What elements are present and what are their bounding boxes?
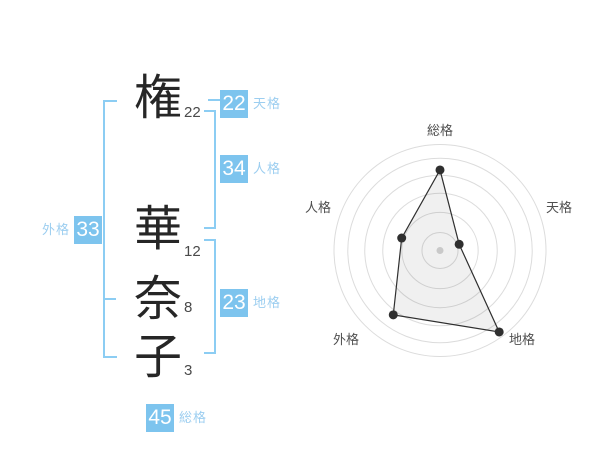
stroke-count-4: 3 bbox=[184, 362, 193, 379]
name-char-1: 権 bbox=[133, 72, 182, 125]
jinkaku-bracket-line bbox=[214, 110, 216, 229]
radar-axis-label-外格: 外格 bbox=[333, 332, 359, 347]
stroke-count-2: 12 bbox=[184, 243, 201, 260]
stroke-count-1: 22 bbox=[184, 104, 201, 121]
radar-data-point-総格 bbox=[435, 165, 445, 175]
gaikaku-bracket-tick-bottom bbox=[103, 356, 117, 358]
gaikaku-bracket-tick-middle bbox=[103, 298, 116, 300]
radar-grid-ring-5 bbox=[347, 157, 533, 344]
chikaku-bracket-tick-bottom bbox=[204, 352, 216, 354]
radar-axis-label-人格: 人格 bbox=[305, 200, 331, 215]
tenkaku-label: 天格 bbox=[253, 96, 282, 111]
radar-axis-label-総格: 総格 bbox=[427, 123, 453, 138]
radar-grid-ring-3 bbox=[382, 192, 498, 309]
radar-grid-ring-2 bbox=[401, 211, 479, 290]
jinkaku-bracket-tick-top bbox=[204, 110, 216, 112]
tenkaku-connector-line bbox=[208, 99, 220, 101]
jinkaku-value-badge: 34 bbox=[220, 155, 248, 183]
radar-data-point-天格 bbox=[454, 239, 464, 249]
radar-data-point-地格 bbox=[494, 327, 504, 337]
radar-center-dot bbox=[436, 247, 444, 254]
jinkaku-bracket-tick-bottom bbox=[204, 227, 216, 229]
name-char-4: 子 bbox=[133, 331, 182, 384]
soukaku-value-badge: 45 bbox=[146, 404, 174, 432]
radar-data-point-外格 bbox=[388, 310, 398, 320]
chikaku-bracket-tick-top bbox=[204, 239, 216, 241]
gaikaku-label: 外格 bbox=[41, 222, 70, 237]
chikaku-label: 地格 bbox=[253, 295, 282, 310]
radar-axis-label-天格: 天格 bbox=[546, 200, 572, 215]
radar-grid-ring-1 bbox=[421, 231, 459, 270]
name-char-2: 華 bbox=[133, 203, 182, 256]
chikaku-bracket-line bbox=[214, 239, 216, 354]
soukaku-label: 総格 bbox=[179, 410, 208, 425]
stroke-count-3: 8 bbox=[184, 299, 193, 316]
gaikaku-bracket-tick-top bbox=[103, 100, 117, 102]
radar-data-point-人格 bbox=[397, 233, 407, 243]
name-char-3: 奈 bbox=[133, 273, 182, 326]
gaikaku-bracket-line bbox=[103, 100, 105, 358]
jinkaku-label: 人格 bbox=[253, 161, 282, 176]
tenkaku-value-badge: 22 bbox=[220, 90, 248, 118]
radar-grid-ring-6 bbox=[333, 144, 547, 357]
radar-grid-ring-4 bbox=[364, 174, 516, 327]
radar-data-polygon bbox=[392, 168, 501, 333]
radar-axis-label-地格: 地格 bbox=[509, 332, 535, 347]
chikaku-value-badge: 23 bbox=[220, 289, 248, 317]
gaikaku-value-badge: 33 bbox=[74, 216, 102, 244]
